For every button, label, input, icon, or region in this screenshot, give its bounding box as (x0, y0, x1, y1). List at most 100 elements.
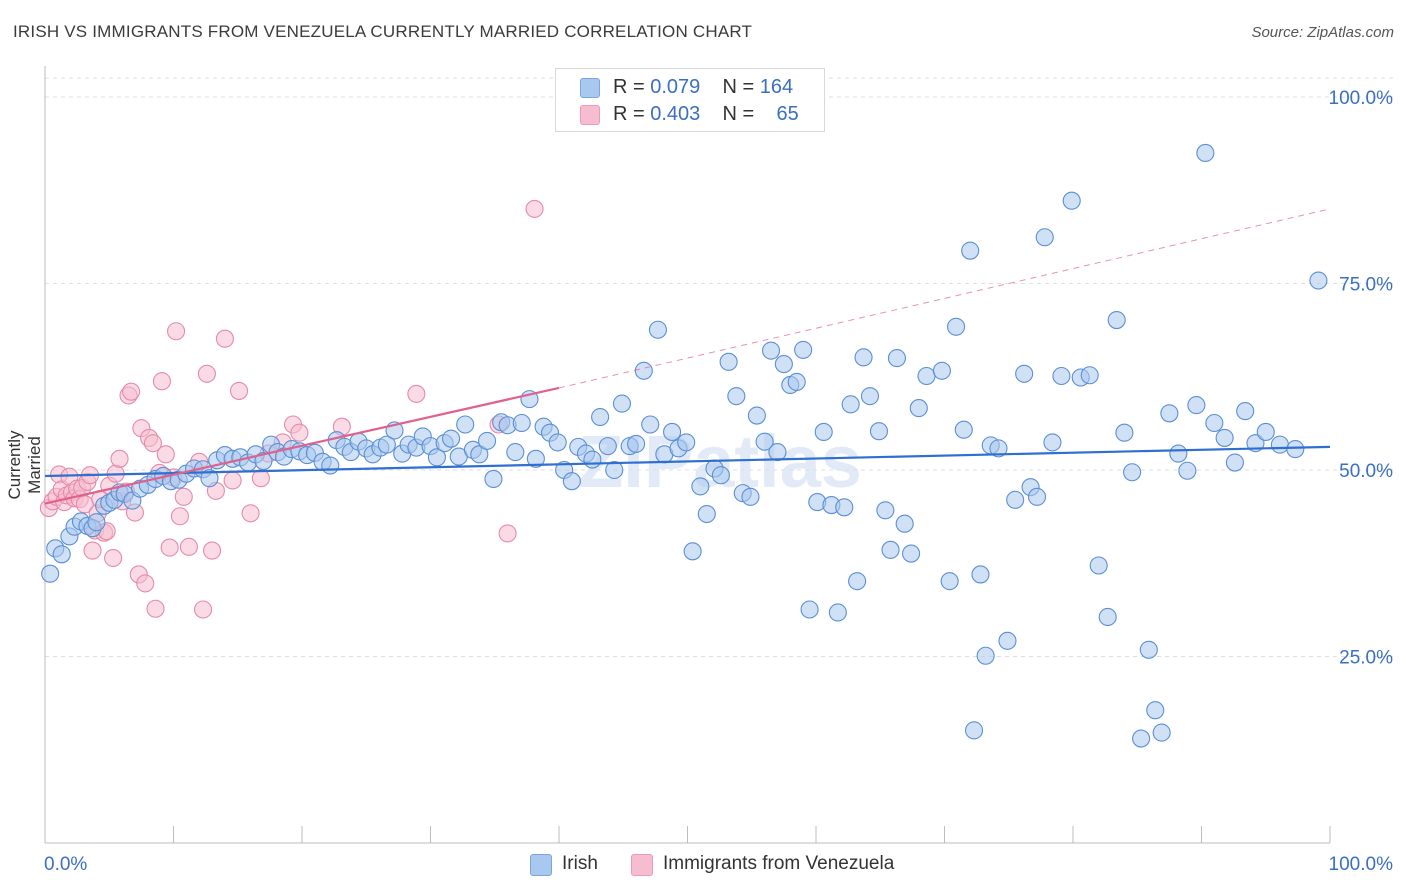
irish-point (761, 341, 781, 360)
irish-point (456, 415, 475, 434)
series-legend: Irish Immigrants from Venezuela (0, 853, 1406, 877)
irish-point (442, 429, 461, 448)
irish-point (747, 406, 766, 425)
irish-point (854, 348, 873, 367)
irish-point (1015, 364, 1034, 383)
irish-point (605, 460, 624, 480)
irish-point (1215, 428, 1234, 447)
venezuela-point (525, 199, 544, 218)
irish-point (965, 721, 984, 740)
irish-point (755, 432, 774, 451)
irish-point (663, 422, 682, 442)
venezuela-point (241, 504, 260, 523)
irish-point (52, 545, 71, 564)
irish-point (1309, 271, 1328, 290)
irish-point (989, 439, 1008, 458)
venezuela-point (229, 381, 249, 400)
irish-point (321, 456, 340, 475)
irish-point (1256, 422, 1275, 442)
legend-swatch-irish (580, 78, 600, 98)
irish-point (848, 572, 867, 591)
irish-point (1052, 366, 1071, 386)
irish-point (917, 366, 936, 386)
irish-point (954, 420, 973, 439)
irish-point (562, 472, 581, 491)
irish-point (634, 361, 653, 380)
venezuela-point (143, 434, 162, 453)
irish-point (641, 415, 660, 434)
irish-point (841, 395, 860, 414)
x-tick-label: 0.0% (44, 854, 87, 875)
venezuela-point (104, 548, 123, 568)
venezuela-point (215, 329, 234, 348)
irish-point (1196, 143, 1215, 162)
y-tick-label: 75.0% (1339, 275, 1393, 296)
irish-point (1187, 396, 1206, 415)
irish-point (895, 514, 914, 533)
venezuela-point (170, 507, 189, 526)
irish-point (794, 340, 813, 359)
irish-point (741, 487, 760, 506)
source-label: Source: ZipAtlas.com (1251, 24, 1394, 41)
venezuela-point (160, 538, 179, 557)
irish-point (1152, 723, 1171, 742)
venezuela-point (167, 322, 186, 341)
irish-point (1146, 701, 1165, 720)
irish-point (427, 448, 446, 467)
irish-point (1043, 433, 1062, 452)
irish-point (591, 407, 610, 427)
venezuela-point (194, 600, 213, 619)
irish-point (1080, 366, 1099, 385)
irish-point (860, 387, 880, 406)
irish-point (1062, 191, 1081, 210)
y-tick-label: 50.0% (1339, 461, 1393, 482)
irish-point (648, 320, 667, 339)
venezuela-point (174, 487, 193, 506)
y-tick-label: 100.0% (1329, 88, 1394, 109)
irish-point (477, 431, 497, 450)
irish-point (768, 443, 787, 462)
irish-point (787, 372, 806, 392)
irish-point (200, 469, 219, 488)
venezuela-point (290, 423, 309, 442)
irish-point (881, 540, 900, 559)
legend-row-venezuela: R = 0.403 N = 65 (556, 101, 824, 127)
irish-point (947, 317, 966, 336)
venezuela-point (156, 445, 175, 464)
irish-point (598, 437, 617, 456)
trend-lines (44, 208, 1331, 505)
irish-point (1107, 311, 1126, 330)
irish-point (800, 600, 819, 619)
irish-point (1115, 423, 1134, 442)
irish-points (41, 143, 1328, 748)
irish-point (719, 352, 738, 371)
irish-point (932, 361, 951, 380)
venezuela-point (203, 541, 222, 560)
irish-point (998, 631, 1017, 650)
irish-point (1236, 402, 1255, 421)
legend-label-irish: Irish (562, 853, 598, 874)
irish-point (814, 422, 833, 442)
x-tick-label: 100.0% (1329, 854, 1394, 875)
irish-point (828, 603, 847, 622)
irish-point (976, 646, 995, 665)
irish-point (1098, 607, 1117, 627)
irish-point (876, 501, 895, 520)
irish-point (1178, 461, 1197, 480)
irish-point (1286, 440, 1305, 459)
venezuela-point (498, 524, 517, 543)
irish-point (484, 469, 503, 489)
venezuela-point (122, 382, 141, 401)
legend-marker-venezuela (631, 854, 653, 876)
legend-stats-venezuela: R = 0.403 N = 65 (613, 103, 799, 125)
legend-stats-irish: R = 0.079 N = 164 (613, 76, 794, 98)
irish-point (1139, 640, 1158, 659)
venezuela-trend-extension (558, 208, 1331, 389)
legend-label-venezuela: Immigrants from Venezuela (663, 853, 895, 874)
venezuela-point (152, 372, 171, 391)
venezuela-point (136, 574, 155, 593)
irish-point (711, 466, 730, 485)
irish-point (526, 449, 545, 468)
chart-title: IRISH VS IMMIGRANTS FROM VENEZUELA CURRE… (13, 22, 753, 41)
